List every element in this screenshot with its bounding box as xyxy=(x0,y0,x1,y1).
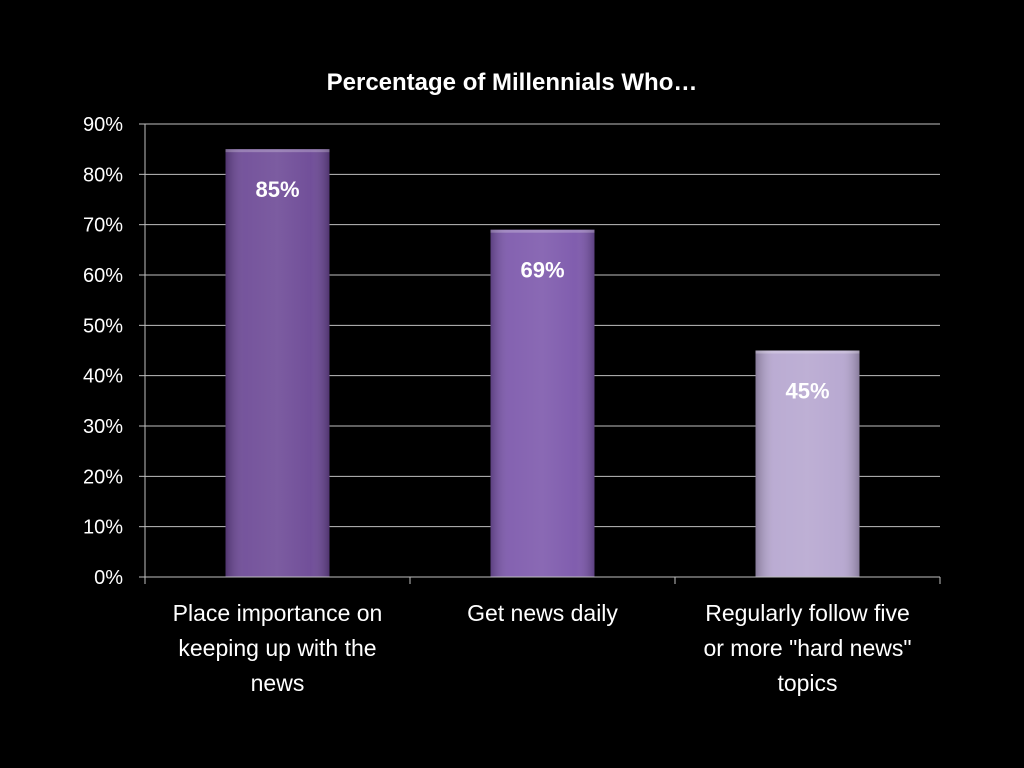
x-category-label: topics xyxy=(777,670,837,696)
y-tick-label: 40% xyxy=(83,366,123,388)
y-tick-label: 60% xyxy=(83,265,123,287)
bar-top-highlight xyxy=(490,229,595,233)
labels: 0% 10% 20% 30% 40% 50% 60% 70% 80% 90% 85% Place im… xyxy=(83,114,912,696)
y-tick-label: 50% xyxy=(83,315,123,337)
x-category-label: Regularly follow five xyxy=(705,600,910,626)
bar-shading xyxy=(755,350,860,577)
x-category-label: or more "hard news" xyxy=(703,635,911,661)
bar-top-highlight xyxy=(225,149,330,153)
x-category-label: Get news daily xyxy=(467,600,618,626)
bar-shading xyxy=(225,149,330,577)
y-tick-label: 30% xyxy=(83,416,123,438)
y-tick-label: 10% xyxy=(83,517,123,539)
bar-shading xyxy=(490,229,595,577)
x-category-label: keeping up with the xyxy=(178,635,376,661)
axes xyxy=(139,123,941,584)
y-tick-label: 70% xyxy=(83,215,123,237)
data-label: 69% xyxy=(520,258,564,283)
chart-title: Percentage of Millennials Who… xyxy=(327,69,698,96)
x-category-label: Place importance on xyxy=(173,600,383,626)
data-label: 85% xyxy=(255,177,299,202)
data-label: 45% xyxy=(785,379,829,404)
y-tick-label: 0% xyxy=(94,567,123,589)
y-tick-label: 90% xyxy=(83,114,123,136)
y-tick-label: 20% xyxy=(83,466,123,488)
y-tick-label: 80% xyxy=(83,164,123,186)
bars xyxy=(225,149,860,577)
x-category-label: news xyxy=(251,670,305,696)
bar-top-highlight xyxy=(755,350,860,354)
